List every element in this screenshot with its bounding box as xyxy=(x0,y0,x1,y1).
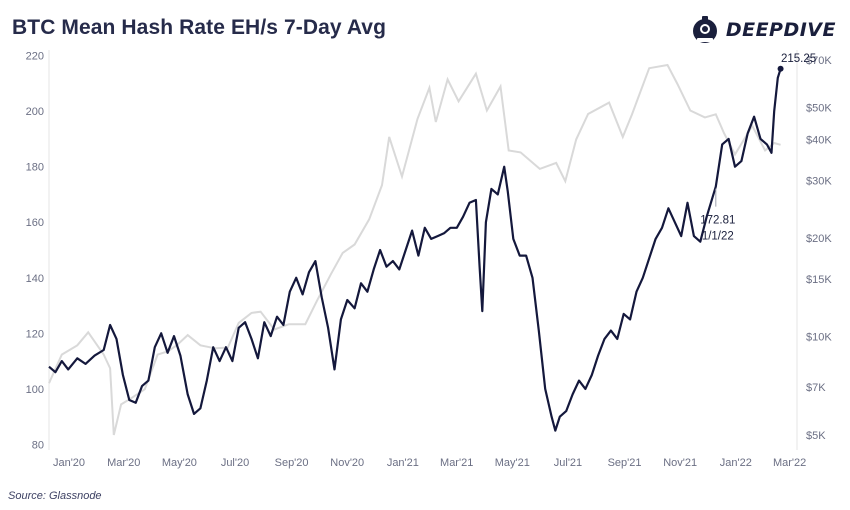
right-tick-label: $40K xyxy=(806,134,832,146)
right-tick-label: $15K xyxy=(806,274,832,286)
left-tick-label: 140 xyxy=(26,273,44,285)
x-tick-label: Sep'21 xyxy=(608,457,642,469)
left-tick-label: 120 xyxy=(26,328,44,340)
x-tick-label: Jul'21 xyxy=(554,457,582,469)
right-tick-label: $20K xyxy=(806,233,832,245)
right-axis-ticks: $5K $7K $10K $15K $20K $30K $40K $50K $70K xyxy=(806,55,832,442)
btc-price-line xyxy=(48,63,781,436)
x-tick-label: Jul'20 xyxy=(221,457,249,469)
x-axis-ticks: Jan'20 Mar'20 May'20 Jul'20 Sep'20 Nov'20 Jan'… xyxy=(53,457,806,469)
right-tick-label: $7K xyxy=(806,382,826,394)
left-tick-label: 220 xyxy=(26,51,44,63)
annotation-label: 172.81 xyxy=(700,215,735,227)
right-tick-label: $30K xyxy=(806,175,832,187)
right-tick-label: $50K xyxy=(806,103,832,115)
x-tick-label: Jan'20 xyxy=(53,457,85,469)
right-tick-label: $5K xyxy=(806,430,826,442)
left-tick-label: 80 xyxy=(32,439,44,451)
left-tick-label: 200 xyxy=(26,106,44,118)
x-tick-label: Nov'20 xyxy=(330,457,364,469)
hash-rate-line xyxy=(48,68,782,432)
chart-title: BTC Mean Hash Rate EH/s 7-Day Avg xyxy=(12,16,387,39)
x-tick-label: May'20 xyxy=(162,457,197,469)
latest-value-label: 215.25 xyxy=(781,53,816,65)
x-tick-label: Sep'20 xyxy=(275,457,309,469)
left-axis-ticks: 80 100 120 140 160 180 200 220 xyxy=(26,51,44,452)
annotation-label: 1/1/22 xyxy=(702,231,734,243)
brand-logo: DEEPDIVE xyxy=(690,12,836,48)
x-tick-label: Jan'22 xyxy=(720,457,752,469)
diver-helmet-icon xyxy=(692,16,717,43)
x-tick-label: May'21 xyxy=(495,457,530,469)
source-note: Source: Glassnode xyxy=(8,490,102,502)
left-tick-label: 100 xyxy=(26,384,44,396)
right-tick-label: $10K xyxy=(806,331,832,343)
left-tick-label: 160 xyxy=(26,217,44,229)
right-tick-label: $70K xyxy=(806,55,832,67)
x-tick-label: Mar'20 xyxy=(107,457,140,469)
annotations: 172.81 1/1/22 215.25 xyxy=(700,53,816,243)
x-tick-label: Nov'21 xyxy=(663,457,697,469)
brand-name: DEEPDIVE xyxy=(725,19,836,41)
x-tick-label: Mar'21 xyxy=(440,457,473,469)
left-tick-label: 180 xyxy=(26,162,44,174)
x-tick-label: Jan'21 xyxy=(387,457,419,469)
x-tick-label: Mar'22 xyxy=(773,457,806,469)
latest-value-marker xyxy=(777,65,784,72)
